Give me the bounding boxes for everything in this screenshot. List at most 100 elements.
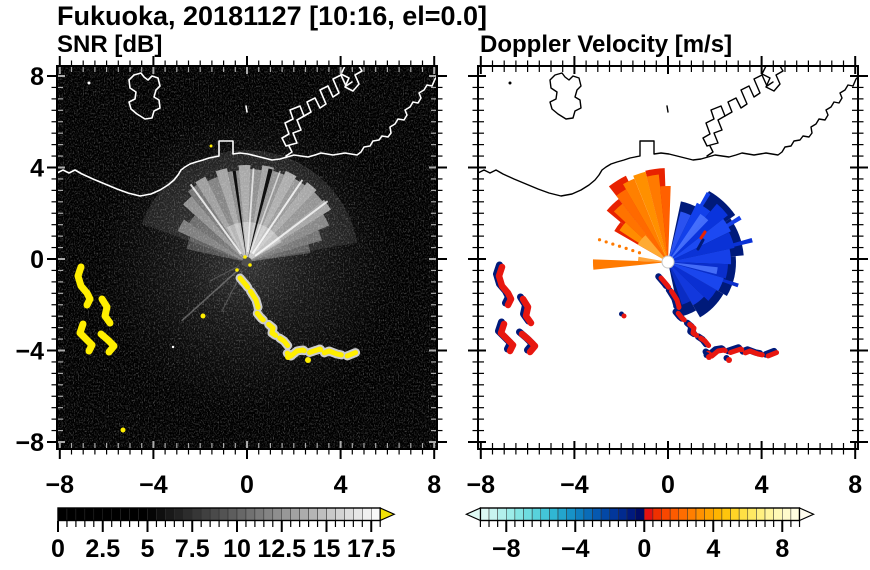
fan-wedge bbox=[247, 165, 274, 262]
coastline bbox=[56, 65, 438, 197]
colorbar-segment bbox=[523, 507, 533, 521]
dotted-ray-dot bbox=[631, 248, 635, 253]
colorbar-segment bbox=[317, 507, 327, 521]
colorbar-segment bbox=[480, 507, 490, 521]
colorbar-segment bbox=[549, 507, 559, 521]
colorbar-segment bbox=[75, 507, 86, 521]
fan-blue-wedge bbox=[668, 211, 691, 262]
fan-wedge bbox=[247, 170, 285, 262]
colorbar-segment bbox=[678, 507, 688, 521]
colorbar-segment bbox=[600, 507, 611, 521]
colorbar-segment bbox=[773, 507, 783, 521]
dotted-ray-dot bbox=[624, 246, 628, 251]
nne-navy-dash bbox=[696, 238, 705, 251]
colorbar-segment bbox=[138, 507, 148, 521]
echo-dot bbox=[706, 354, 712, 360]
colorbars: 0 2.5 5 7.5 10 12.5 15 17.5 −8 −4 0 4 8 bbox=[51, 507, 815, 563]
colorbar-segment bbox=[557, 507, 567, 521]
noise-dot bbox=[171, 345, 175, 349]
fan-orange-wedge bbox=[623, 178, 668, 262]
colorbar-tick-label: −4 bbox=[561, 535, 590, 563]
colorbar-segment bbox=[371, 507, 381, 521]
colorbar-arrow-right bbox=[798, 507, 815, 522]
fan-blue-wedge bbox=[668, 262, 717, 301]
coastline-harbor-zigzag bbox=[724, 74, 774, 117]
fan-orange-wedge bbox=[638, 256, 668, 262]
fan-wedge bbox=[247, 230, 322, 262]
fan-wedge bbox=[215, 168, 247, 262]
colorbar-segment bbox=[263, 507, 274, 521]
x-tick-label: 0 bbox=[661, 471, 675, 499]
center-speck bbox=[235, 268, 239, 272]
colorbar-segment bbox=[583, 507, 593, 521]
colorbar-segment bbox=[747, 507, 757, 521]
tick-marks bbox=[47, 56, 447, 459]
colorbar-tick-label: 0 bbox=[637, 535, 651, 563]
fan-light-blue-patch bbox=[668, 213, 709, 262]
x-tick-label: −8 bbox=[467, 471, 496, 499]
fan-wedge bbox=[247, 182, 317, 262]
colorbar-segment bbox=[531, 507, 542, 521]
echo-chain bbox=[658, 275, 781, 359]
colorbar-segment bbox=[209, 507, 220, 521]
fan-orange-wedge bbox=[616, 189, 668, 262]
coastline-dash bbox=[666, 105, 669, 113]
fan-blue-wedge bbox=[668, 262, 724, 291]
fan-halo bbox=[141, 150, 358, 262]
fan-blue-wedge bbox=[668, 218, 731, 262]
echo-blob bbox=[76, 320, 96, 355]
colorbar-segment bbox=[156, 507, 166, 521]
y-tick-label: −8 bbox=[15, 429, 44, 457]
fan-wedge bbox=[177, 219, 247, 262]
colorbar-tick-label: 10 bbox=[223, 535, 251, 563]
coastline-islet bbox=[508, 81, 512, 85]
colorbar-tick-label: −8 bbox=[492, 535, 521, 563]
echo-blob bbox=[74, 263, 94, 309]
colorbar-segment bbox=[165, 507, 175, 521]
x-tick-label: −4 bbox=[139, 471, 168, 499]
echo-dot bbox=[726, 357, 732, 363]
colorbar-segment bbox=[644, 507, 654, 521]
coastline-harbor-pier bbox=[285, 145, 293, 157]
colorbar-segment bbox=[618, 507, 628, 521]
x-tick-label: 4 bbox=[334, 471, 348, 499]
echo-blob bbox=[98, 295, 114, 327]
y-tick-label: −4 bbox=[15, 338, 44, 366]
colorbar-tick-label: 4 bbox=[706, 535, 720, 563]
x-tick-label: 8 bbox=[848, 471, 862, 499]
colorbar-segment bbox=[200, 507, 211, 521]
fan-orange-wedge bbox=[633, 171, 668, 262]
colorbar-tick-label: 8 bbox=[775, 535, 789, 563]
coastline-main bbox=[56, 76, 438, 197]
echo-blob bbox=[97, 330, 118, 356]
center-speck bbox=[243, 255, 247, 259]
coastline-island bbox=[128, 72, 161, 120]
colorbar-segment bbox=[497, 507, 507, 521]
fan-orange-wedge bbox=[592, 259, 668, 270]
coastline bbox=[477, 65, 859, 197]
snr-plot bbox=[47, 56, 447, 459]
plot-spine bbox=[56, 65, 438, 450]
colorbar-segment bbox=[254, 507, 265, 521]
colorbar-segment bbox=[626, 507, 636, 521]
colorbar-tick-label: 5 bbox=[141, 535, 155, 563]
colorbar-segment bbox=[227, 507, 238, 521]
dotted-ray-dot bbox=[597, 238, 602, 242]
fan-orange-wedge bbox=[646, 174, 668, 262]
velocity-panel-title: Doppler Velocity [m/s] bbox=[480, 31, 733, 58]
echo-dot bbox=[285, 354, 291, 360]
colorbar-segment bbox=[290, 507, 300, 521]
colorbar-segment bbox=[335, 507, 345, 521]
fan-blue-wedge bbox=[668, 203, 728, 262]
colorbar-segment bbox=[488, 507, 498, 521]
colorbar-segment bbox=[344, 507, 354, 521]
colorbar-segment bbox=[687, 507, 697, 521]
dotted-ray-dot bbox=[611, 242, 615, 246]
echo-blob bbox=[519, 295, 535, 327]
colorbar-tick-label: 12.5 bbox=[257, 535, 306, 563]
colorbar-tick-label: 0 bbox=[51, 535, 65, 563]
dotted-ray-dot bbox=[637, 251, 642, 255]
colorbar-segment bbox=[192, 507, 202, 521]
fan-wedge bbox=[247, 170, 297, 262]
colorbar-segment bbox=[609, 507, 619, 521]
